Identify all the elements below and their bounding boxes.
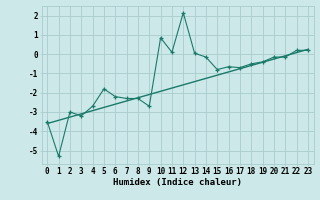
X-axis label: Humidex (Indice chaleur): Humidex (Indice chaleur) [113, 178, 242, 187]
